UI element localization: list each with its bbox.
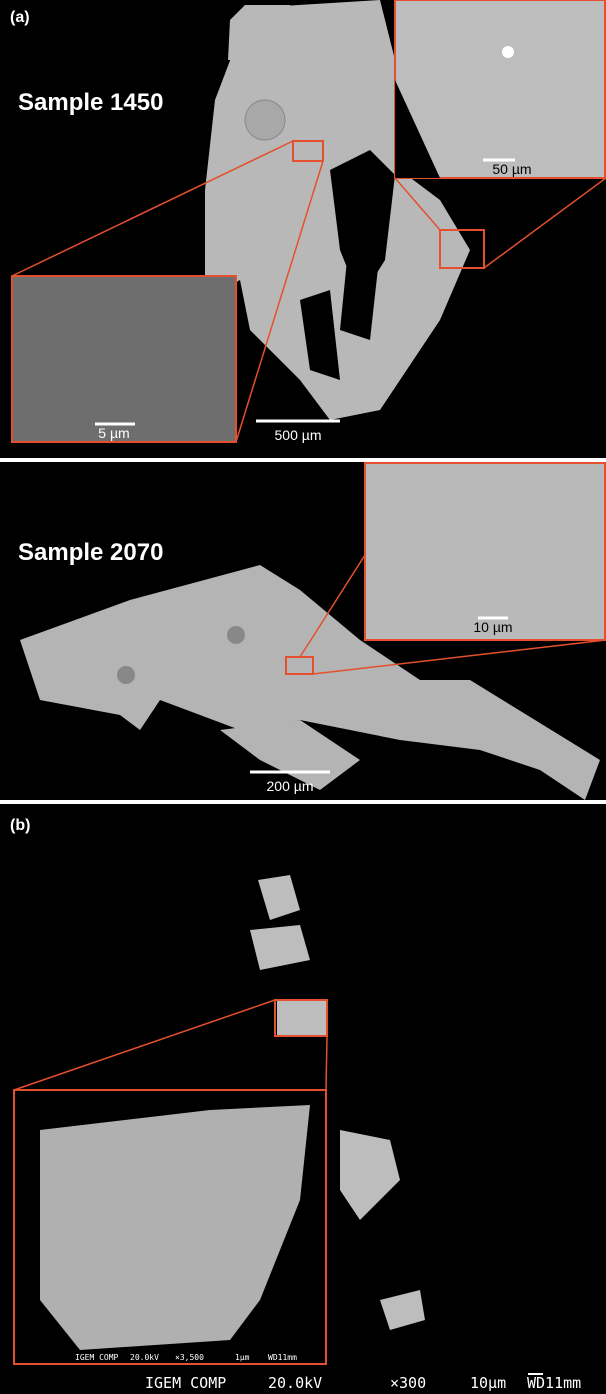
scale-label: 10 µm [473, 619, 512, 635]
panel-label: (b) [10, 817, 30, 834]
scale-label: 5 µm [98, 425, 129, 441]
bubble [502, 46, 514, 58]
info-text: 20.0kV [130, 1353, 159, 1362]
info-text: 10µm [470, 1374, 506, 1392]
scale-label: 50 µm [492, 161, 531, 177]
zoom-line [326, 1036, 327, 1090]
info-text: ×3,500 [175, 1353, 204, 1362]
scale-label: 500 µm [275, 427, 322, 443]
bubble [245, 100, 285, 140]
info-bar: IGEM COMP 20.0kV ×3,500 1µm WD11mm [70, 1351, 315, 1362]
info-text: WD11mm [268, 1353, 297, 1362]
bubble [227, 626, 245, 644]
info-text: 20.0kV [268, 1374, 322, 1392]
bubble [117, 666, 135, 684]
info-text: ×300 [390, 1374, 426, 1392]
sample-title: Sample 2070 [18, 539, 163, 566]
info-text: 1µm [235, 1353, 250, 1362]
info-text: IGEM COMP [75, 1353, 119, 1362]
sample-title: Sample 1450 [18, 89, 163, 116]
scale-label: 200 µm [267, 778, 314, 794]
inset [12, 276, 236, 442]
info-text: WD11mm [527, 1374, 581, 1392]
panel-label: (a) [10, 9, 30, 26]
info-text: IGEM COMP [145, 1374, 226, 1392]
inset [365, 463, 605, 640]
figure: (a) Sample 1450 50 µm 5 µm 500 µm Sample… [0, 0, 606, 1394]
